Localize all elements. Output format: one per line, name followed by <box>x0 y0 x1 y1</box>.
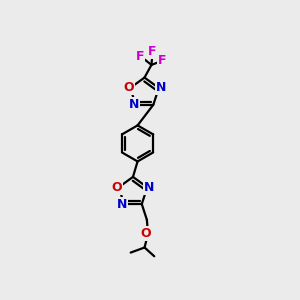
Text: O: O <box>123 82 134 94</box>
Text: N: N <box>155 82 166 94</box>
Text: O: O <box>140 227 151 240</box>
Text: F: F <box>158 54 167 67</box>
Text: F: F <box>148 45 157 58</box>
Text: F: F <box>136 50 145 63</box>
Text: N: N <box>144 181 154 194</box>
Text: N: N <box>129 98 139 111</box>
Text: N: N <box>117 198 127 211</box>
Text: O: O <box>111 181 122 194</box>
